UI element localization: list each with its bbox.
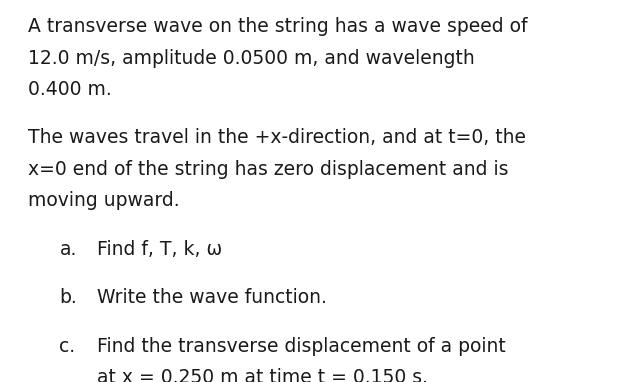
- Text: moving upward.: moving upward.: [28, 191, 180, 210]
- Text: 12.0 m/s, amplitude 0.0500 m, and wavelength: 12.0 m/s, amplitude 0.0500 m, and wavele…: [28, 49, 475, 68]
- Text: c.: c.: [59, 337, 76, 356]
- Text: Find the transverse displacement of a point: Find the transverse displacement of a po…: [97, 337, 506, 356]
- Text: x=0 end of the string has zero displacement and is: x=0 end of the string has zero displacem…: [28, 160, 509, 179]
- Text: a.: a.: [59, 240, 77, 259]
- Text: b.: b.: [59, 288, 77, 307]
- Text: The waves travel in the +x-direction, and at t=0, the: The waves travel in the +x-direction, an…: [28, 128, 526, 147]
- Text: Find f, T, k, ω: Find f, T, k, ω: [97, 240, 222, 259]
- Text: 0.400 m.: 0.400 m.: [28, 80, 112, 99]
- Text: at x = 0.250 m at time t = 0.150 s.: at x = 0.250 m at time t = 0.150 s.: [97, 368, 428, 382]
- Text: Write the wave function.: Write the wave function.: [97, 288, 327, 307]
- Text: A transverse wave on the string has a wave speed of: A transverse wave on the string has a wa…: [28, 17, 528, 36]
